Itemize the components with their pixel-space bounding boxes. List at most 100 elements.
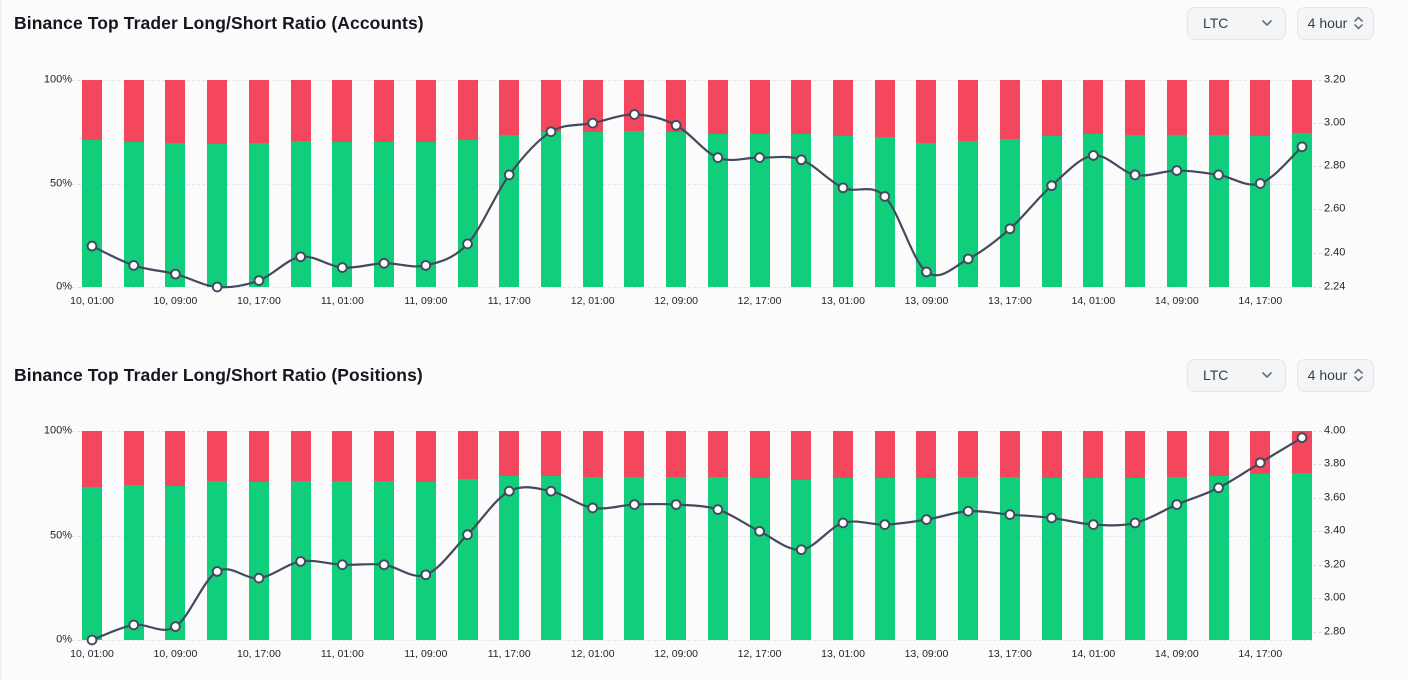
y-axis-right-label: 2.80	[1324, 159, 1346, 172]
y-axis-left-label: 100%	[43, 424, 72, 437]
long-bar-segment	[123, 485, 144, 640]
plot-canvas	[82, 431, 1312, 646]
stacked-bar	[123, 431, 144, 640]
stacked-bar	[1041, 80, 1062, 287]
y-axis-right-tick	[1313, 431, 1322, 432]
positions-chart-header: Binance Top Trader Long/Short Ratio (Pos…	[14, 356, 1374, 394]
ratio-point-marker	[420, 569, 432, 581]
positions-chart-plot-area[interactable]: 100% 50% 0% 4.00 3.80 3.60 3.40 3.20 3.00 2.80 10,…	[2, 425, 1408, 672]
ratio-point-marker	[921, 266, 932, 278]
ratio-point-marker	[211, 281, 223, 293]
symbol-select-value: LTC	[1203, 15, 1229, 31]
short-bar-segment	[123, 431, 144, 486]
short-bar-segment	[1083, 80, 1104, 134]
x-axis-label: 12, 17:00	[737, 295, 782, 307]
stacked-bar	[791, 80, 812, 287]
x-axis-label: 10, 17:00	[236, 648, 281, 660]
short-bar-segment	[1250, 80, 1271, 136]
stacked-bar	[999, 80, 1020, 287]
short-bar-segment	[165, 431, 186, 486]
long-bar-segment	[1250, 474, 1271, 640]
interval-select[interactable]: 4 hour	[1297, 358, 1374, 392]
short-bar-segment	[290, 431, 311, 481]
y-axis-left-tick	[72, 287, 81, 288]
accounts-chart-plot-area[interactable]: 100% 50% 0% 3.20 3.00 2.80 2.60 2.40 2.24 10, 01:…	[2, 74, 1408, 319]
x-axis-label: 11, 01:00	[320, 648, 364, 660]
y-axis-left-label: 50%	[49, 177, 72, 189]
short-bar-segment	[499, 431, 520, 477]
accounts-chart-header: Binance Top Trader Long/Short Ratio (Acc…	[14, 4, 1374, 42]
gridline	[82, 640, 1312, 641]
stacked-bar	[540, 431, 561, 640]
short-bar-segment	[916, 431, 937, 478]
x-axis-label: 11, 09:00	[404, 648, 448, 660]
stacked-bar	[833, 80, 854, 287]
x-axis-label: 14, 09:00	[1154, 295, 1199, 307]
stacked-bar	[1292, 80, 1312, 287]
short-bar-segment	[874, 431, 895, 479]
accounts-chart-controls: LTC 4 hour	[1187, 6, 1374, 40]
stacked-bar	[374, 80, 395, 287]
short-bar-segment	[457, 431, 478, 479]
plot-canvas	[82, 80, 1312, 293]
long-bar-segment	[749, 478, 770, 640]
short-bar-segment	[958, 80, 979, 142]
long-bar-segment	[1292, 133, 1312, 287]
accounts-chart-title: Binance Top Trader Long/Short Ratio (Acc…	[14, 12, 424, 33]
short-bar-segment	[582, 431, 603, 477]
stacked-bar	[1292, 431, 1312, 640]
stacked-bar	[624, 431, 645, 640]
long-bar-segment	[666, 131, 687, 287]
interval-select-value: 4 hour	[1307, 15, 1348, 31]
chevron-down-icon	[1262, 20, 1272, 26]
symbol-select[interactable]: LTC	[1187, 6, 1286, 40]
x-axis-label: 12, 09:00	[654, 295, 699, 307]
y-axis-right-tick	[1313, 252, 1322, 254]
stacked-bar	[1125, 431, 1146, 640]
ratio-point-marker	[86, 240, 98, 252]
short-bar-segment	[958, 431, 979, 478]
x-axis-label: 12, 09:00	[654, 648, 699, 660]
x-axis-label: 11, 17:00	[487, 648, 531, 660]
stacked-bar	[666, 80, 687, 287]
stacked-bar	[916, 80, 937, 287]
short-bar-segment	[123, 80, 144, 142]
stacked-bar	[791, 431, 812, 640]
y-axis-right-label: 3.80	[1324, 457, 1346, 470]
ratio-point-marker	[1171, 499, 1183, 510]
long-bar-segment	[624, 131, 645, 287]
short-bar-segment	[165, 80, 186, 143]
ratio-point-marker	[670, 499, 682, 510]
short-bar-segment	[1125, 80, 1146, 136]
short-bar-segment	[1166, 431, 1187, 477]
short-bar-segment	[666, 431, 687, 477]
long-bar-segment	[874, 136, 895, 287]
symbol-select[interactable]: LTC	[1187, 358, 1286, 392]
y-axis-left-label: 100%	[43, 73, 72, 86]
ratio-point-marker	[1213, 482, 1224, 494]
short-bar-segment	[415, 431, 436, 482]
long-bar-segment	[833, 135, 854, 287]
ratio-point-marker	[295, 251, 306, 263]
short-bar-segment	[582, 80, 603, 132]
ratio-line-overlay	[86, 109, 1308, 293]
interval-select[interactable]: 4 hour	[1297, 6, 1374, 40]
x-axis-label: 13, 17:00	[988, 648, 1032, 660]
short-bar-segment	[707, 80, 728, 134]
short-bar-segment	[415, 80, 436, 142]
stacked-bar	[415, 80, 436, 287]
stacked-bar	[582, 431, 603, 640]
short-bar-segment	[1208, 80, 1229, 136]
ratio-point-marker	[462, 238, 473, 250]
ratio-point-marker	[1046, 180, 1058, 192]
ratio-point-marker	[336, 559, 348, 571]
ratio-point-marker	[253, 572, 265, 584]
stacked-bar	[1083, 80, 1104, 287]
long-bar-segment	[749, 133, 770, 287]
stacked-bar	[1166, 431, 1187, 640]
short-bar-segment	[916, 80, 937, 143]
long-bar-segment	[958, 477, 979, 640]
short-bar-segment	[82, 431, 102, 487]
ratio-point-marker	[378, 257, 390, 269]
x-axis-label: 14, 17:00	[1238, 648, 1283, 660]
